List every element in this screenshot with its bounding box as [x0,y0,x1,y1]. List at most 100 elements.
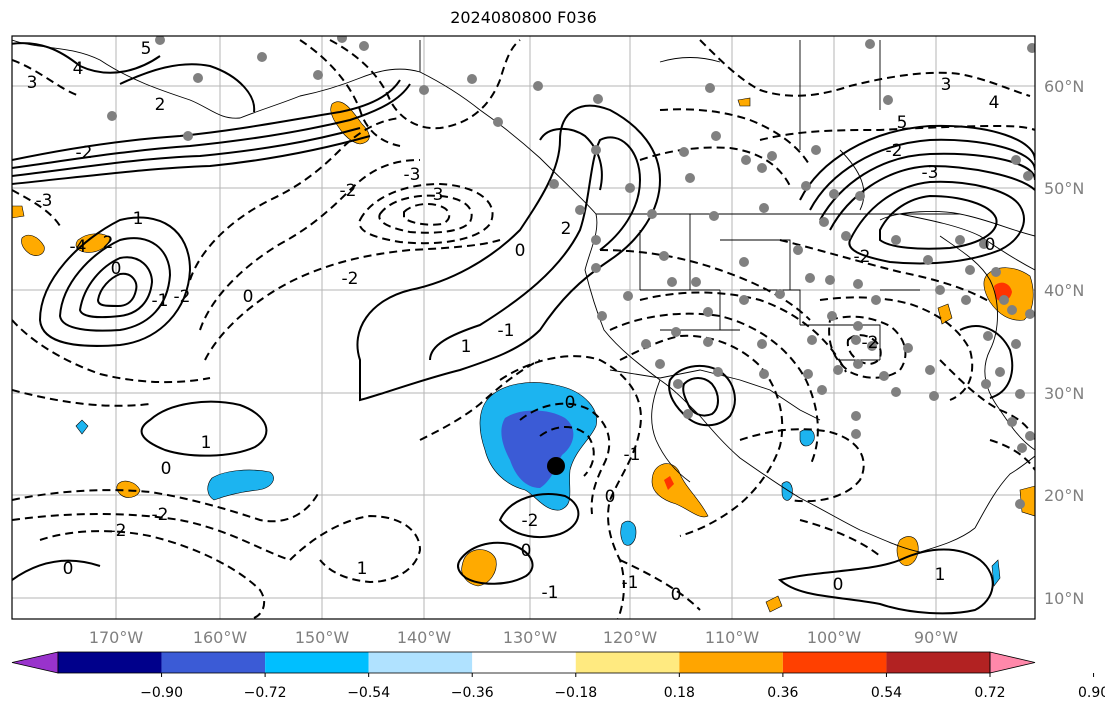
contour-labels: 5 4 3 2 -2 -3 -4 0 -1 1 -2 0 2 1 0 -2 -2 0 1 -2 -1 0 -1 0 1 -1 0 -1… [27,39,1000,605]
colorbar-tick-label: −0.18 [554,685,597,701]
contour-label: 1 [357,559,368,579]
contour-label: 0 [565,393,576,413]
contour-label: -2 [522,511,539,531]
contour-label: 2 [103,233,114,253]
negative-anomaly-region [781,481,793,501]
colorbar-segment [161,652,266,673]
contour-label: 0 [671,585,682,605]
colorbar-segment [11,651,59,674]
contour-label: 1 [201,433,212,453]
latitude-label: 60°N [1044,77,1084,96]
contour-label: -1 [624,445,641,465]
contour-label: -2 [152,505,169,525]
longitude-label: 140°W [397,628,452,647]
map-title: 2024080800 F036 [450,8,597,27]
colorbar-tick-label: 0.36 [767,685,798,701]
contour-label: -2 [854,247,871,267]
longitude-label: 110°W [705,628,760,647]
colorbar-segment [58,652,162,673]
negative-anomaly-region [620,520,637,546]
positive-anomaly-region [116,480,141,498]
lat-lon-grid [12,36,1035,619]
positive-anomaly-region [937,303,953,325]
contour-label: 3 [27,73,38,93]
contour-label: 0 [161,459,172,479]
colorbar-tick-labels: −0.90 −0.72 −0.54 −0.36 −0.18 0.18 0.36 0.54 0.7… [140,673,1105,701]
colorbar-segment [679,652,783,673]
contour-label: -1 [622,573,639,593]
contour-label: -3 [922,163,939,183]
colorbar-segment [782,652,887,673]
contour-label: -3 [404,165,421,185]
positive-anomaly-region [737,97,751,107]
longitude-label: 100°W [807,628,862,647]
latitude-label: 10°N [1044,589,1084,608]
contour-label: 0 [521,541,532,561]
solid-contours [12,42,1035,615]
contour-label: 5 [897,113,908,133]
contour-label: -1 [498,321,515,341]
contour-label: -1 [152,291,169,311]
colorbar-segment [472,652,576,673]
contour-label: -2 [110,521,127,541]
longitude-labels: 170°W 160°W 150°W 140°W 130°W 120°W 110°W 100°W… [89,628,958,647]
positive-anomaly-region [461,549,497,587]
contour-label: -3 [36,191,53,211]
colorbar-tick-label: −0.36 [451,685,494,701]
contour-label: 3 [941,75,952,95]
colorbar-tick-label: −0.54 [347,685,390,701]
contour-label: 0 [985,235,996,255]
negative-anomaly-region [207,469,274,501]
colorbar [11,651,1036,674]
shaded-anomaly-regions [12,97,1035,613]
contour-label: 4 [73,59,84,79]
longitude-label: 90°W [914,628,958,647]
contour-label: -1 [542,583,559,603]
colorbar-tick-label: 0.72 [974,685,1005,701]
dashed-contours [12,39,1035,619]
colorbar-segment [886,652,990,673]
longitude-label: 160°W [193,628,248,647]
contour-label: 1 [461,337,472,357]
latitude-label: 30°N [1044,384,1084,403]
coastlines-and-borders [12,39,1035,553]
colorbar-tick-label: −0.90 [140,685,183,701]
colorbar-segment [368,652,473,673]
contour-label: -4 [70,237,87,257]
contour-label: 5 [141,39,152,59]
positive-strong-region [664,476,674,490]
latitude-label: 40°N [1044,281,1084,300]
positive-anomaly-region [651,463,709,518]
map-frame [11,35,1036,620]
contour-label: 0 [111,259,122,279]
storm-center-marker [547,457,565,475]
negative-anomaly-region [75,419,89,435]
colorbar-tick-label: 0.54 [871,685,902,701]
colorbar-segment [265,652,369,673]
contour-label: 0 [63,559,74,579]
contour-label: 2 [561,219,572,239]
colorbar-segment [989,651,1036,674]
contour-label: 1 [935,565,946,585]
contour-label: -2 [862,333,879,353]
contour-label: 3 [433,185,444,205]
contour-label: -2 [76,143,93,163]
contour-label: 0 [243,287,254,307]
colorbar-segment [575,652,680,673]
latitude-label: 20°N [1044,486,1084,505]
latitude-labels: 60°N 50°N 40°N 30°N 20°N 10°N [1044,77,1084,608]
positive-anomaly-region [12,205,25,219]
contour-label: -2 [342,269,359,289]
negative-anomaly-region [799,428,815,447]
contour-label: -2 [886,141,903,161]
contour-label: 0 [515,241,526,261]
colorbar-tick-label: 0.18 [664,685,695,701]
negative-strong-region [501,410,574,488]
longitude-label: 130°W [503,628,558,647]
contour-label: -2 [340,181,357,201]
positive-anomaly-region [765,595,783,613]
longitude-label: 170°W [89,628,144,647]
latitude-label: 50°N [1044,179,1084,198]
contour-label: 2 [155,95,166,115]
